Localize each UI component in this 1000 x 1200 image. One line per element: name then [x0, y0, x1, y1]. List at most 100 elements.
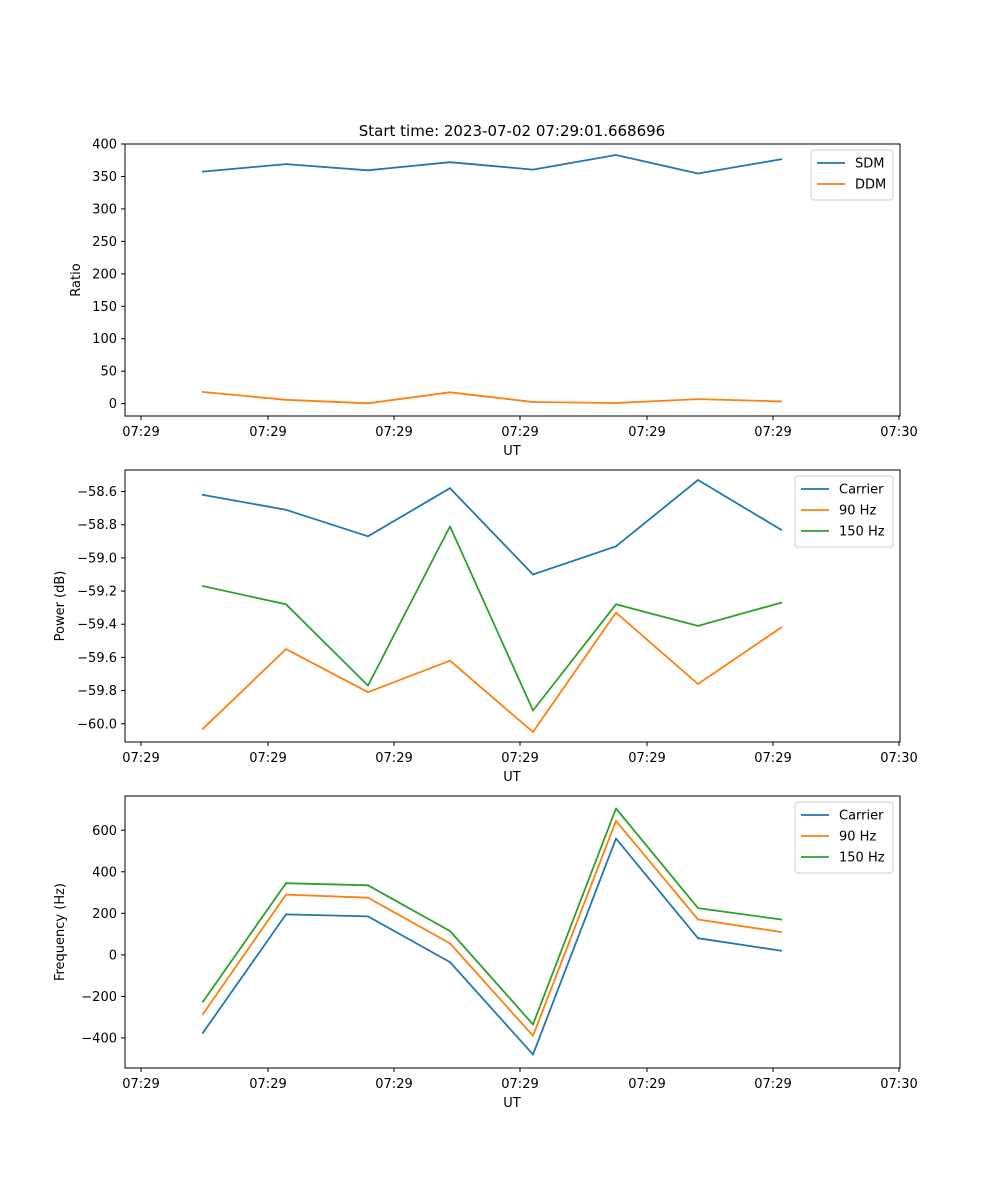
plot-frame	[124, 143, 901, 417]
x-tick-label: 07:29	[249, 425, 286, 440]
legend: Carrier 90 Hz 150 Hz	[794, 475, 894, 548]
legend-label-carrier: Carrier	[839, 809, 884, 824]
data-point-90-hz	[697, 683, 699, 685]
data-point-150-hz	[202, 585, 204, 587]
series-line-carrier	[201, 479, 783, 576]
data-point-150-hz	[615, 807, 617, 810]
data-point-90-hz	[532, 731, 534, 733]
data-point-ddm	[697, 398, 699, 400]
y-tick-label: 300	[92, 202, 117, 217]
data-point-carrier	[285, 508, 287, 511]
y-tick-label: 0	[109, 397, 117, 412]
y-tick-label: −58.8	[77, 518, 117, 533]
data-point-90-hz	[367, 691, 369, 694]
data-point-150-hz	[697, 625, 699, 627]
x-tick-label: 07:29	[628, 1077, 665, 1092]
data-point-90-hz	[697, 918, 699, 921]
data-point-90-hz	[202, 727, 204, 730]
y-tick-label: 400	[92, 138, 117, 153]
data-point-ddm	[615, 402, 617, 404]
x-tick-label: 07:29	[122, 751, 159, 766]
series-line-sdm	[202, 154, 783, 175]
plot-frame	[124, 469, 901, 743]
data-point-90-hz	[367, 896, 369, 899]
data-point-carrier	[202, 1031, 204, 1034]
x-tick-label: 07:29	[249, 751, 286, 766]
y-axis-label: Power (dB)	[53, 571, 68, 642]
data-point-sdm	[202, 170, 204, 173]
x-tick-label: 07:29	[375, 425, 412, 440]
legend-label-carrier: Carrier	[839, 483, 884, 498]
chart-2: 07:29 07:29 07:29 07:29 07:29 07:29 07:30 −60.0…	[53, 469, 918, 785]
plot-frame	[124, 795, 901, 1069]
y-tick-label: 100	[92, 332, 117, 347]
data-point-carrier	[697, 937, 699, 940]
data-point-90-hz	[780, 626, 782, 629]
y-tick-label: 200	[92, 907, 117, 922]
data-point-ddm	[367, 402, 369, 405]
data-point-150-hz	[449, 525, 451, 528]
x-tick-label: 07:29	[375, 1077, 412, 1092]
y-axis-label: Frequency (Hz)	[53, 883, 68, 981]
x-tick-label: 07:29	[249, 1077, 286, 1092]
charts-container: 07:29 07:29 07:29 07:29 07:29 07:29 07:30 0 50 10…	[53, 138, 918, 1112]
y-tick-label: −59.6	[77, 651, 117, 666]
data-point-ddm	[532, 401, 534, 403]
x-tick-label: 07:29	[501, 1077, 538, 1092]
data-point-150-hz	[532, 1023, 534, 1026]
data-point-sdm	[285, 163, 287, 166]
y-tick-label: −60.0	[77, 717, 117, 732]
x-tick-label: 07:29	[122, 425, 159, 440]
data-point-150-hz	[449, 930, 451, 932]
y-axis-label: Ratio	[69, 263, 84, 296]
x-tick-label: 07:30	[880, 425, 917, 440]
legend-label-ddm: DDM	[855, 178, 886, 193]
data-point-150-hz	[780, 601, 782, 604]
legend-label-150-hz: 150 Hz	[839, 851, 885, 866]
data-point-carrier	[697, 479, 699, 481]
data-point-90-hz	[202, 1013, 204, 1015]
y-tick-label: −59.8	[77, 684, 117, 699]
data-point-150-hz	[285, 603, 287, 606]
data-point-90-hz	[615, 611, 617, 614]
legend: Carrier 90 Hz 150 Hz	[794, 801, 894, 874]
figure-title: Start time: 2023-07-02 07:29:01.668696	[359, 122, 665, 140]
legend-box	[794, 801, 894, 874]
data-point-carrier	[367, 915, 369, 918]
y-tick-label: 400	[92, 865, 117, 880]
x-tick-label: 07:29	[754, 1077, 791, 1092]
data-point-carrier	[449, 961, 451, 963]
chart-3: 07:29 07:29 07:29 07:29 07:29 07:29 07:30 −400 −…	[53, 795, 918, 1111]
data-point-90-hz	[780, 931, 782, 933]
series-line-150-hz	[201, 807, 783, 1026]
data-point-90-hz	[449, 659, 451, 662]
data-point-ddm	[285, 398, 287, 401]
legend-label-sdm: SDM	[855, 157, 884, 172]
data-point-sdm	[780, 158, 782, 161]
x-tick-label: 07:29	[122, 1077, 159, 1092]
x-tick-label: 07:30	[880, 751, 917, 766]
x-tick-label: 07:30	[880, 1077, 917, 1092]
data-point-150-hz	[780, 918, 782, 921]
data-point-carrier	[449, 487, 451, 490]
series-line-ddm	[202, 391, 782, 405]
x-axis-label: UT	[503, 444, 521, 459]
x-tick-label: 07:29	[628, 425, 665, 440]
legend: SDM DDM	[810, 149, 894, 201]
data-point-90-hz	[615, 820, 617, 822]
y-tick-label: 200	[92, 267, 117, 282]
data-point-90-hz	[449, 942, 451, 945]
data-point-150-hz	[285, 882, 287, 885]
x-tick-label: 07:29	[628, 751, 665, 766]
series-line-150-hz	[201, 525, 783, 712]
y-tick-label: 0	[109, 948, 117, 963]
data-point-sdm	[615, 154, 617, 156]
data-point-carrier	[532, 1053, 534, 1056]
y-tick-label: −200	[81, 990, 117, 1005]
x-axis-label: UT	[503, 1096, 521, 1111]
y-tick-label: −59.0	[77, 551, 117, 566]
data-point-carrier	[780, 949, 782, 952]
data-point-90-hz	[532, 1034, 534, 1037]
x-axis-label: UT	[503, 770, 521, 785]
